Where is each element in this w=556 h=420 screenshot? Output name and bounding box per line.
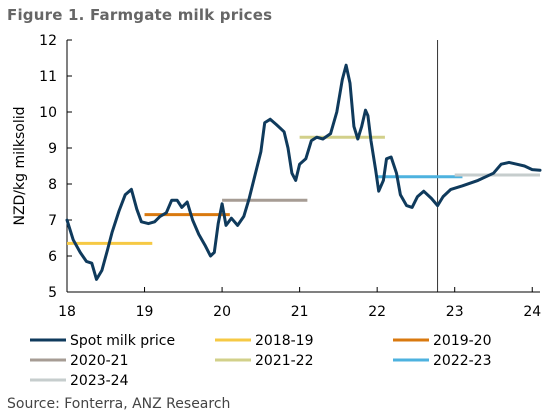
x-tick-label: 24 (523, 304, 541, 320)
y-tick-label: 6 (48, 249, 57, 265)
y-tick-label: 7 (48, 213, 57, 229)
y-tick-label: 9 (48, 141, 57, 157)
y-tick-label: 8 (48, 177, 57, 193)
legend-label: 2019-20 (433, 333, 492, 349)
x-tick-label: 21 (291, 304, 309, 320)
y-tick-label: 5 (48, 285, 57, 301)
chart-title: Figure 1. Farmgate milk prices (7, 6, 273, 24)
x-tick-label: 22 (368, 304, 386, 320)
x-tick-label: 19 (136, 304, 154, 320)
source-note: Source: Fonterra, ANZ Research (7, 396, 231, 412)
legend-label: 2018-19 (255, 333, 314, 349)
legend-label: 2023-24 (70, 373, 129, 389)
y-tick-label: 12 (39, 33, 57, 49)
y-tick-label: 11 (39, 69, 57, 85)
legend: Spot milk price 2018-19 2019-20 2020-21 2021… (30, 333, 492, 389)
legend-label: Spot milk price (70, 333, 175, 349)
plot-area: 5 6 7 8 9 10 11 12 18 19 20 21 22 23 24 (39, 33, 542, 320)
y-tick-label: 10 (39, 105, 57, 121)
legend-label: 2022-23 (433, 353, 492, 369)
spot-milk-price-line (65, 63, 542, 281)
x-tick-label: 18 (58, 304, 76, 320)
legend-label: 2021-22 (255, 353, 314, 369)
x-tick-label: 23 (446, 304, 464, 320)
y-axis-label: NZD/kg milksolid (12, 106, 28, 225)
legend-label: 2020-21 (70, 353, 129, 369)
x-tick-label: 20 (213, 304, 231, 320)
